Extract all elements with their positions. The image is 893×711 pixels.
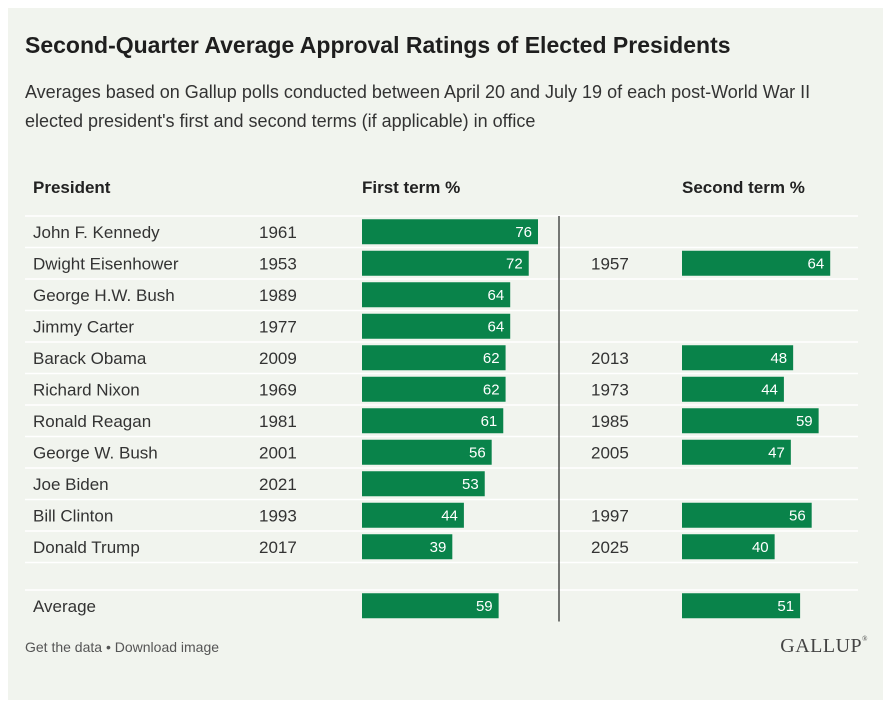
- first-term-year-2: 1989: [259, 286, 297, 305]
- header-president: President: [33, 178, 111, 197]
- president-name-4: Barack Obama: [33, 349, 147, 368]
- second-term-year-1: 1957: [591, 254, 629, 273]
- second-term-bar-1: [682, 250, 831, 276]
- first-term-value-3: 64: [488, 318, 505, 335]
- second-term-value-6: 59: [796, 413, 813, 430]
- first-term-value-7: 56: [469, 444, 486, 461]
- president-name-1: Dwight Eisenhower: [33, 254, 179, 273]
- chart-title: Second-Quarter Average Approval Ratings …: [25, 32, 731, 58]
- first-term-year-4: 2009: [259, 349, 297, 368]
- gallup-logo-text: GALLUP: [780, 635, 863, 657]
- first-term-value-4: 62: [483, 350, 500, 367]
- first-term-value-average: 59: [476, 598, 493, 615]
- second-term-bar-average: [682, 593, 801, 619]
- first-term-bar-7: [362, 439, 492, 465]
- second-term-year-7: 2005: [591, 443, 629, 462]
- first-term-bar-9: [362, 502, 464, 528]
- president-name-5: Richard Nixon: [33, 380, 140, 399]
- chart-subtitle: Averages based on Gallup polls conducted…: [25, 82, 811, 131]
- first-term-value-6: 61: [481, 413, 498, 430]
- president-name-3: Jimmy Carter: [33, 317, 134, 336]
- second-term-year-6: 1985: [591, 412, 629, 431]
- first-term-value-1: 72: [506, 255, 523, 272]
- second-term-bar-7: [682, 439, 791, 465]
- president-name-10: Donald Trump: [33, 538, 140, 557]
- president-name-7: George W. Bush: [33, 443, 158, 462]
- first-term-year-6: 1981: [259, 412, 297, 431]
- first-term-bar-1: [362, 250, 529, 276]
- first-term-year-0: 1961: [259, 223, 297, 242]
- first-term-bar-8: [362, 471, 485, 497]
- header-second-term: Second term %: [682, 178, 805, 197]
- second-term-bar-4: [682, 345, 794, 371]
- first-term-bar-average: [362, 593, 499, 619]
- second-term-value-7: 47: [768, 444, 785, 461]
- first-term-value-5: 62: [483, 381, 500, 398]
- first-term-bar-4: [362, 345, 506, 371]
- first-term-bar-5: [362, 376, 506, 402]
- footer-separator: •: [102, 639, 115, 655]
- president-name-0: John F. Kennedy: [33, 223, 160, 242]
- get-the-data-link[interactable]: Get the data: [25, 639, 103, 655]
- gallup-logo: GALLUP®: [780, 635, 868, 658]
- first-term-year-7: 2001: [259, 443, 297, 462]
- second-term-value-1: 64: [808, 255, 825, 272]
- president-name-average: Average: [33, 597, 96, 616]
- first-term-value-0: 76: [515, 224, 532, 241]
- second-term-year-4: 2013: [591, 349, 629, 368]
- first-term-bar-2: [362, 282, 511, 308]
- first-term-value-9: 44: [441, 507, 458, 524]
- header-first-term: First term %: [362, 178, 461, 197]
- second-term-value-9: 56: [789, 507, 806, 524]
- second-term-value-average: 51: [777, 598, 794, 615]
- second-term-bar-10: [682, 534, 775, 560]
- footer-links: Get the data • Download image: [25, 639, 219, 655]
- first-term-year-9: 1993: [259, 506, 297, 525]
- second-term-value-10: 40: [752, 539, 769, 556]
- first-term-bar-0: [362, 219, 538, 245]
- first-term-value-10: 39: [430, 539, 447, 556]
- second-term-value-4: 48: [770, 350, 787, 367]
- first-term-year-8: 2021: [259, 475, 297, 494]
- second-term-bar-9: [682, 502, 812, 528]
- president-name-9: Bill Clinton: [33, 506, 113, 525]
- first-term-value-2: 64: [488, 287, 505, 304]
- download-image-link[interactable]: Download image: [114, 639, 220, 655]
- first-term-year-1: 1953: [259, 254, 297, 273]
- second-term-year-9: 1997: [591, 506, 629, 525]
- first-term-year-5: 1969: [259, 380, 297, 399]
- second-term-year-5: 1973: [591, 380, 629, 399]
- second-term-bar-6: [682, 408, 819, 434]
- first-term-year-10: 2017: [259, 538, 297, 557]
- president-name-8: Joe Biden: [33, 475, 109, 494]
- second-term-value-5: 44: [761, 381, 778, 398]
- president-name-6: Ronald Reagan: [33, 412, 151, 431]
- second-term-year-10: 2025: [591, 538, 629, 557]
- first-term-bar-6: [362, 408, 504, 434]
- first-term-year-3: 1977: [259, 317, 297, 336]
- second-term-bar-5: [682, 376, 784, 402]
- first-term-bar-3: [362, 313, 511, 339]
- first-term-value-8: 53: [462, 476, 479, 493]
- first-term-bar-10: [362, 534, 453, 560]
- president-name-2: George H.W. Bush: [33, 286, 175, 305]
- registered-mark: ®: [862, 635, 868, 643]
